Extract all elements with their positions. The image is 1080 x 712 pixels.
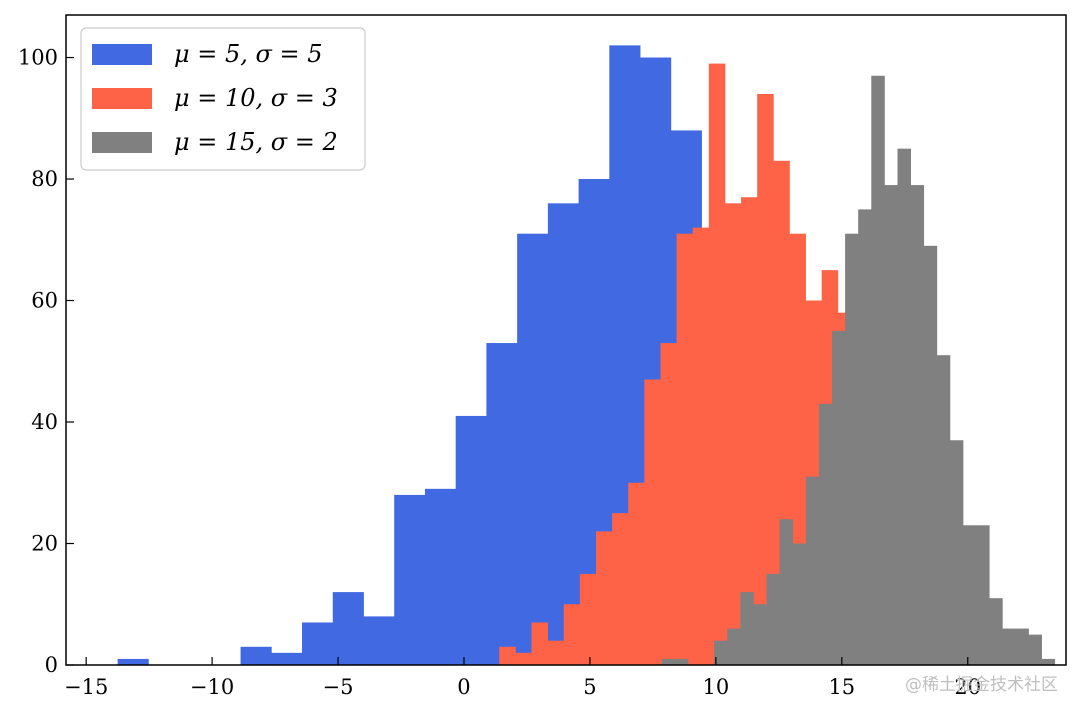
legend: μ = 5, σ = 5 μ = 10, σ = 3 μ = 15, σ = 2 xyxy=(80,27,366,171)
histogram-bars xyxy=(117,45,1056,666)
bar xyxy=(766,573,780,665)
bar xyxy=(302,622,334,665)
legend-swatch xyxy=(92,44,152,65)
bar xyxy=(240,646,272,665)
y-tick-label: 40 xyxy=(31,410,58,434)
bar xyxy=(741,197,758,666)
bar xyxy=(753,604,767,665)
bar xyxy=(117,658,149,665)
bar xyxy=(727,628,741,665)
bar xyxy=(660,343,677,665)
bar xyxy=(486,343,518,665)
bar xyxy=(363,616,395,665)
bar xyxy=(910,185,925,665)
bar xyxy=(1028,634,1042,665)
x-tick-label: 10 xyxy=(703,675,730,699)
watermark-text: @稀土掘金技术社区 xyxy=(905,675,1058,695)
legend-label: μ = 15, σ = 2 xyxy=(174,128,338,156)
x-axis-ticks: −15 −10 −5 0 5 10 15 20 xyxy=(64,657,981,699)
y-axis-ticks: 0 20 40 60 80 100 xyxy=(18,46,74,677)
bar xyxy=(779,519,794,665)
bar xyxy=(612,513,629,665)
bar xyxy=(818,403,833,665)
y-tick-label: 20 xyxy=(31,532,58,556)
bar xyxy=(845,233,859,665)
bar xyxy=(394,494,426,665)
bar xyxy=(644,379,661,665)
bar xyxy=(424,488,457,665)
bar xyxy=(628,482,645,665)
bar xyxy=(563,604,581,665)
bar xyxy=(1002,628,1016,665)
bar xyxy=(714,640,728,665)
bar xyxy=(499,646,516,665)
bar xyxy=(792,543,807,665)
bar xyxy=(897,148,911,665)
bar xyxy=(595,531,613,665)
bar xyxy=(884,185,898,665)
bar xyxy=(949,440,964,665)
bar xyxy=(805,476,820,665)
x-tick-label: 15 xyxy=(828,675,855,699)
bar xyxy=(976,525,990,665)
bar xyxy=(547,203,579,665)
bar xyxy=(674,658,689,665)
bar xyxy=(923,245,938,665)
x-tick-label: −15 xyxy=(64,675,108,699)
bar xyxy=(724,203,742,665)
bar xyxy=(708,63,726,666)
x-tick-label: 0 xyxy=(457,675,470,699)
bar xyxy=(740,592,754,665)
bar xyxy=(1015,628,1029,665)
bar xyxy=(871,75,885,665)
x-tick-label: 5 xyxy=(583,675,596,699)
legend-swatch xyxy=(92,132,152,153)
y-tick-label: 80 xyxy=(31,167,58,191)
legend-label: μ = 5, σ = 5 xyxy=(174,40,323,68)
axes-frame xyxy=(65,14,1067,666)
bar xyxy=(962,525,977,665)
bar xyxy=(531,622,549,665)
legend-swatch xyxy=(92,88,152,109)
bar xyxy=(547,640,565,665)
bar xyxy=(676,233,694,665)
bar xyxy=(936,355,951,665)
y-tick-label: 60 xyxy=(31,289,58,313)
bar xyxy=(757,93,774,666)
y-tick-label: 100 xyxy=(18,46,58,70)
bar xyxy=(661,658,676,665)
series-3-bars xyxy=(661,75,1056,665)
x-tick-label: 20 xyxy=(954,675,981,699)
bar xyxy=(271,652,303,665)
x-tick-label: −10 xyxy=(190,675,234,699)
bar xyxy=(455,415,487,665)
legend-label: μ = 10, σ = 3 xyxy=(174,84,338,112)
bar xyxy=(517,233,549,665)
bar xyxy=(858,209,872,665)
bar xyxy=(515,652,532,665)
bar xyxy=(692,227,710,665)
bar xyxy=(1041,658,1056,665)
bar xyxy=(831,330,846,665)
bar xyxy=(332,592,364,665)
bar xyxy=(989,598,1003,665)
y-tick-label: 0 xyxy=(45,653,58,677)
x-tick-label: −5 xyxy=(323,675,354,699)
bar xyxy=(579,573,597,665)
